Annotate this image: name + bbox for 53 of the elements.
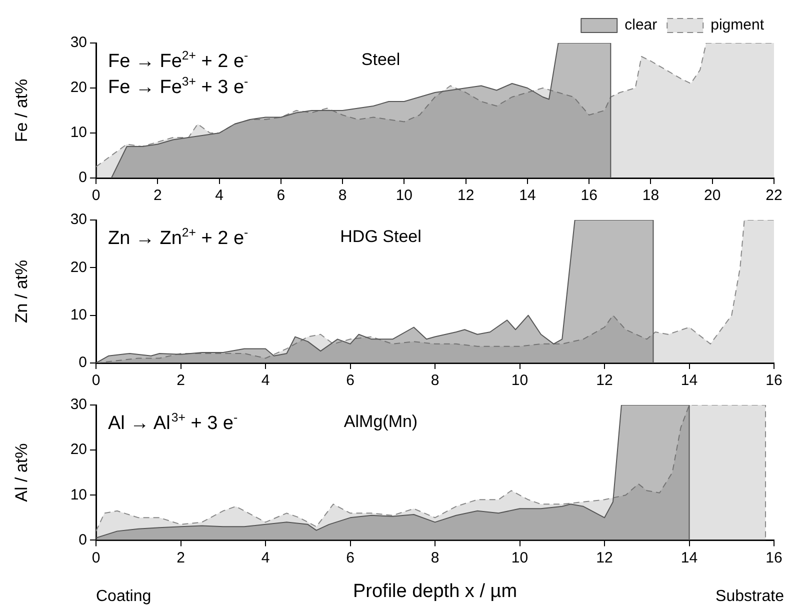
y-tick-label: 20: [70, 441, 87, 458]
x-tick-label: 4: [261, 549, 270, 566]
chart-title: AlMg(Mn): [344, 412, 418, 431]
y-tick-label: 20: [70, 79, 87, 96]
y-axis-title: Zn / at%: [12, 260, 31, 324]
text: Substrate: [716, 588, 784, 605]
legend-label: clear: [624, 16, 658, 34]
x-tick-label: 12: [596, 549, 613, 566]
x-tick-label: 10: [511, 372, 528, 390]
chart-title: HDG Steel: [340, 227, 422, 246]
x-tick-label: 16: [580, 187, 598, 204]
y-tick-label: 10: [70, 486, 87, 504]
x-tick-label: 0: [92, 372, 100, 390]
y-tick-label: 0: [78, 169, 87, 186]
x-tick-label: 2: [153, 187, 162, 204]
x-tick-label: 2: [176, 372, 185, 390]
x-tick-label: 0: [92, 187, 100, 204]
x-tick-label: 10: [511, 549, 528, 566]
x-tick-label: 20: [704, 187, 721, 204]
y-tick-label: 10: [70, 124, 87, 142]
y-tick-label: 30: [70, 34, 87, 52]
x-tick-label: 8: [338, 187, 347, 204]
x-tick-label: 8: [430, 372, 440, 390]
y-tick-label: 0: [78, 531, 87, 548]
x-tick-label: 14: [680, 372, 698, 390]
x-tick-label: 12: [596, 372, 613, 390]
y-tick-label: 30: [70, 211, 87, 228]
x-tick-label: 10: [396, 187, 413, 204]
x-tick-label: 6: [276, 187, 286, 204]
y-tick-label: 30: [70, 396, 87, 414]
x-tick-label: 6: [346, 549, 354, 566]
text: Coating: [96, 588, 152, 605]
y-axis-title: Fe / at%: [12, 78, 31, 142]
x-tick-label: 6: [346, 372, 354, 390]
x-tick-label: 0: [92, 549, 100, 566]
y-axis-title: Al / at%: [12, 443, 31, 502]
legend-label: pigment: [710, 16, 765, 34]
x-tick-label: 14: [680, 549, 698, 566]
x-tick-label: 8: [430, 549, 440, 566]
x-tick-label: 22: [766, 187, 782, 204]
x-tick-label: 14: [519, 187, 536, 204]
y-tick-label: 10: [70, 306, 87, 324]
y-tick-label: 20: [70, 258, 87, 276]
x-tick-label: 2: [176, 549, 185, 566]
chart-title: Steel: [361, 50, 400, 69]
x-tick-label: 12: [457, 187, 474, 204]
x-tick-label: 4: [261, 372, 270, 390]
x-axis-title: Profile depth x / µm: [352, 580, 518, 602]
x-tick-label: 18: [642, 187, 660, 204]
x-tick-label: 16: [766, 549, 782, 566]
x-tick-label: 4: [215, 187, 224, 204]
y-tick-label: 0: [78, 354, 87, 372]
x-tick-label: 16: [766, 372, 782, 390]
